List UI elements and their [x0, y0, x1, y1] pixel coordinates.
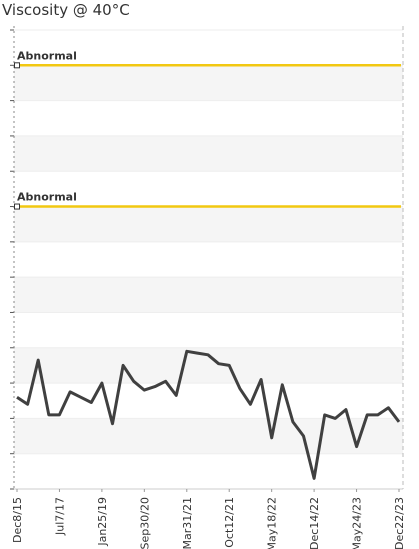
- x-tick-label: Mar31/21: [181, 497, 194, 549]
- grid-band: [14, 347, 403, 384]
- x-tick-label: Oct12/21: [223, 497, 236, 548]
- grid-band: [14, 418, 403, 454]
- x-tick-label: Dec8/15: [11, 497, 24, 543]
- chart-title: Viscosity @ 40°C: [2, 1, 130, 19]
- data-line: [16, 349, 401, 480]
- threshold-marker: [14, 62, 20, 69]
- grid-band: [14, 135, 403, 172]
- x-tick-label: Dec22/23: [393, 497, 406, 549]
- x-tick-label: May24/23: [351, 497, 364, 549]
- x-tick-label: Jul7/17: [53, 497, 66, 536]
- grid-band: [14, 206, 403, 242]
- x-tick-label: Dec14/22: [308, 497, 321, 549]
- x-tick-label: Sep30/20: [138, 497, 151, 549]
- grid-band: [14, 65, 403, 101]
- x-tick-label: Jan25/19: [96, 497, 109, 547]
- threshold-label: Abnormal: [17, 191, 77, 204]
- x-tick-label: May18/22: [266, 497, 279, 549]
- threshold-marker: [14, 203, 20, 210]
- grid-band: [14, 277, 403, 313]
- threshold-label: Abnormal: [17, 49, 77, 62]
